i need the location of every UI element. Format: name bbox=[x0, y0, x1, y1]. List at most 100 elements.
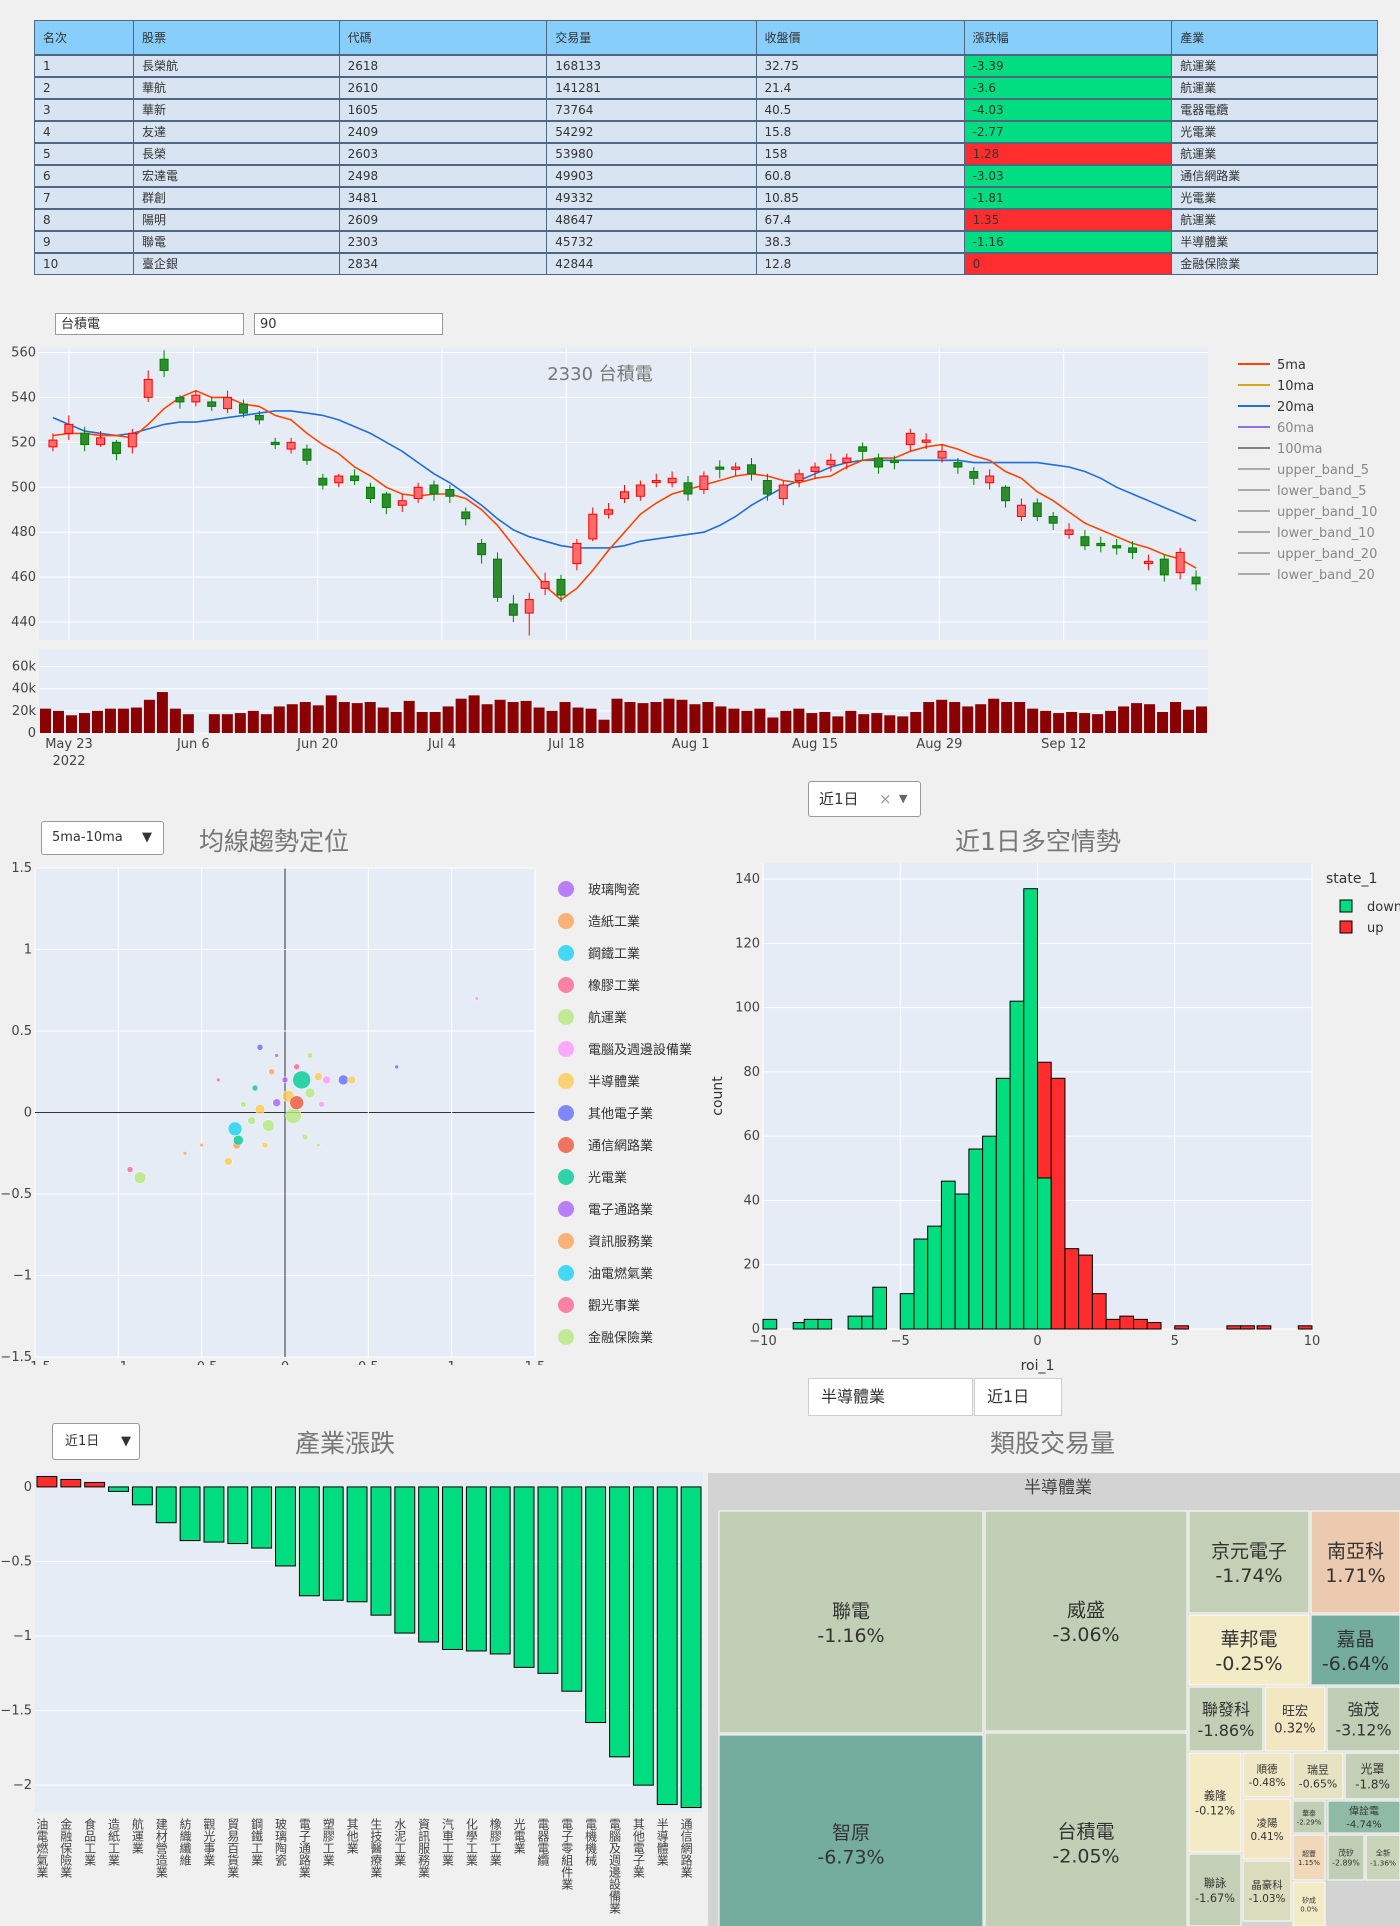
histogram-bar-up bbox=[1037, 1061, 1052, 1179]
stock-search-input[interactable]: 台積電 bbox=[55, 313, 244, 335]
histogram-bar-down bbox=[1037, 1177, 1052, 1330]
volume-bar bbox=[715, 706, 727, 733]
scatter-title: 均線趨勢定位 bbox=[199, 827, 350, 856]
candle-body bbox=[604, 509, 614, 515]
legend-marker bbox=[558, 1105, 574, 1121]
candle-body bbox=[556, 578, 566, 596]
histogram-bar-down bbox=[940, 1180, 956, 1330]
scatter-point bbox=[322, 1075, 331, 1085]
period-select[interactable]: 近1日 × ▼ bbox=[808, 781, 921, 817]
x-tick-label: Aug 15 bbox=[792, 737, 838, 752]
change-cell: -2.77 bbox=[963, 120, 1173, 144]
volume-bar bbox=[429, 711, 441, 733]
y-tick-label: 460 bbox=[11, 570, 36, 585]
caret-down-icon: ▼ bbox=[121, 1434, 131, 1449]
table-row: 6 宏達電 2498 49903 60.8 -3.03 通信網路業 bbox=[34, 164, 1378, 188]
histogram-bar-down bbox=[803, 1318, 819, 1330]
histogram-bar-down bbox=[1023, 888, 1038, 1330]
industry-bar bbox=[108, 1486, 129, 1492]
table-row: 7 群創 3481 49332 10.85 -1.81 光電業 bbox=[34, 186, 1378, 210]
candle-body bbox=[1080, 536, 1090, 547]
legend-label: 電子通路業 bbox=[588, 1202, 653, 1218]
ma-select[interactable]: 5ma-10ma ▼ bbox=[41, 821, 164, 855]
volume-bar bbox=[1014, 702, 1026, 733]
volume-bar bbox=[325, 695, 337, 733]
industry-bar bbox=[465, 1486, 487, 1652]
industry-change-bar-chart: 0 −0.5 −1 −1.5 −2 油電燃氣業 金融保險業 食品工業 造紙工業 航運業 建材營造業紡… bbox=[0, 1472, 703, 1914]
x-tick-label: −1.5 bbox=[19, 1360, 51, 1365]
candle-body bbox=[1159, 558, 1169, 576]
y-tick-label: −0.5 bbox=[0, 1187, 32, 1202]
x-tick-label: 建材營造業 bbox=[154, 1818, 168, 1878]
histogram-bar-up bbox=[1146, 1322, 1162, 1330]
candlestick-chart: 560 540 520 500 480 460 440 2330 台積電 60k 40k 20k 0M… bbox=[11, 345, 1377, 769]
treemap-tile-value: -2.05% bbox=[1052, 1845, 1119, 1867]
candle-body bbox=[270, 441, 280, 446]
x-tick-label: 5 bbox=[1171, 1334, 1179, 1349]
treemap-tile-name: 聯詠 bbox=[1204, 1876, 1227, 1890]
candle-body bbox=[1112, 545, 1122, 549]
table-cell: 電器電纜 bbox=[1171, 98, 1378, 122]
industry-bar bbox=[179, 1486, 201, 1542]
legend-swatch bbox=[1339, 920, 1353, 934]
industry-period-select[interactable]: 近1日 ▼ bbox=[52, 1423, 140, 1460]
candle-body bbox=[381, 493, 391, 508]
candle-body bbox=[635, 484, 645, 497]
treemap-tile-name: 全新 bbox=[1376, 1849, 1391, 1858]
table-cell: 15.8 bbox=[755, 120, 965, 144]
scatter-point bbox=[261, 1141, 269, 1149]
legend-label: 造紙工業 bbox=[588, 914, 640, 930]
legend-marker bbox=[558, 1297, 574, 1313]
table-cell: 49903 bbox=[546, 164, 757, 188]
clear-icon[interactable]: × bbox=[879, 790, 892, 808]
table-cell: 2 bbox=[34, 76, 134, 100]
table-cell: 航運業 bbox=[1171, 76, 1378, 100]
x-tick-label: Jul 4 bbox=[427, 737, 456, 752]
candle-body bbox=[1001, 486, 1011, 502]
treemap-tile-name: 茂矽 bbox=[1338, 1848, 1354, 1858]
volume-bar bbox=[702, 702, 714, 733]
table-cell: 航運業 bbox=[1171, 208, 1378, 232]
volume-bar bbox=[585, 708, 597, 733]
volume-bar bbox=[455, 698, 467, 733]
legend-marker bbox=[558, 881, 574, 897]
industry-bar bbox=[656, 1486, 678, 1806]
industry-bar bbox=[275, 1486, 296, 1567]
scatter-point bbox=[316, 1142, 321, 1148]
treemap-tile-value: -0.25% bbox=[1215, 1653, 1282, 1675]
treemap-tile-value: -1.8% bbox=[1355, 1778, 1390, 1792]
volume-bar bbox=[481, 704, 493, 733]
treemap-tile bbox=[1292, 1834, 1326, 1881]
treemap-tile bbox=[1188, 1752, 1242, 1853]
candle-body bbox=[365, 486, 375, 499]
treemap-tile-name: 南亞科 bbox=[1327, 1540, 1384, 1562]
legend-label: 20ma bbox=[1277, 400, 1314, 415]
candle-body bbox=[572, 542, 582, 565]
candle-body bbox=[413, 486, 423, 499]
y-tick-label: 80 bbox=[743, 1065, 760, 1080]
candle-body bbox=[238, 403, 248, 414]
legend-title: state_1 bbox=[1326, 871, 1377, 887]
volume-bar bbox=[117, 708, 129, 733]
treemap-period-input[interactable]: 近1日 bbox=[974, 1378, 1062, 1416]
x-tick-label: 塑膠工業 bbox=[321, 1817, 335, 1866]
volume-tick-label: 0 bbox=[28, 726, 36, 741]
y-tick-label: 0 bbox=[24, 1106, 32, 1121]
volume-bar bbox=[208, 714, 220, 733]
scatter-point bbox=[126, 1166, 134, 1173]
industry-bar bbox=[131, 1486, 153, 1506]
treemap-industry-input[interactable]: 半導體業 bbox=[808, 1378, 973, 1416]
volume-bar bbox=[741, 710, 753, 733]
days-input[interactable]: 90 bbox=[254, 313, 443, 335]
chevron-down-icon[interactable]: ▼ bbox=[899, 792, 908, 805]
scatter-point bbox=[474, 996, 479, 1001]
table-cell: 10 bbox=[34, 252, 134, 275]
volume-bar bbox=[1066, 711, 1078, 733]
volume-bar bbox=[364, 702, 376, 733]
legend-marker bbox=[558, 1169, 574, 1185]
histogram-bar-down bbox=[847, 1315, 863, 1330]
treemap-tile bbox=[1344, 1752, 1400, 1800]
industry-bar-title: 產業漲跌 bbox=[295, 1429, 396, 1458]
treemap-tile-name: 華泰 bbox=[1302, 1808, 1316, 1817]
table-header: 代碼 bbox=[338, 20, 548, 56]
